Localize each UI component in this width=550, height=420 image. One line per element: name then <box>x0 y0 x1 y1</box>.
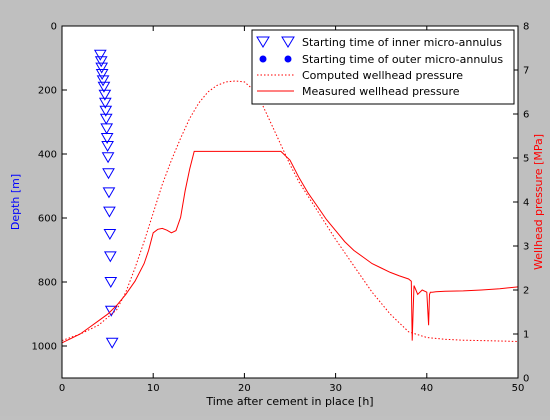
inner-annulus-marker <box>101 141 114 152</box>
y-right-tick-label: 0 <box>523 374 529 385</box>
inner-annulus-marker <box>95 69 109 80</box>
y-left-tick-label: 400 <box>38 150 57 161</box>
y-left-tick-label: 800 <box>38 278 57 289</box>
inner-annulus-marker <box>104 305 118 317</box>
y-right-tick-label: 8 <box>523 22 529 33</box>
x-tick-label: 40 <box>420 383 433 394</box>
y-left-tick-label: 1000 <box>32 342 57 353</box>
inner-annulus-marker <box>101 152 115 164</box>
measured-pressure-line <box>61 150 519 344</box>
inner-annulus-marker <box>93 49 107 61</box>
legend-entry-inner: Starting time of inner micro-annulus <box>256 36 502 49</box>
inner-annulus-marker <box>98 97 112 109</box>
legend-outer-label: Starting time of outer micro-annulus <box>302 53 503 66</box>
y-right-tick-label: 2 <box>523 286 529 297</box>
legend-box <box>251 29 515 105</box>
inner-annulus-marker <box>99 105 113 117</box>
y-left-tick-label: 0 <box>51 22 57 33</box>
y-axis-label-left: Depth [m] <box>9 174 22 230</box>
y-left-tick-label: 200 <box>38 86 57 97</box>
y-right-tick-label: 4 <box>523 198 529 209</box>
inner-annulus-marker <box>104 277 118 288</box>
inner-annulus-marker <box>97 81 111 93</box>
inner-annulus-marker <box>95 62 109 74</box>
y-right-tick-label: 1 <box>523 330 529 341</box>
inner-annulus-marker <box>99 113 113 125</box>
legend: Starting time of inner micro-annulus Sta… <box>251 29 515 105</box>
inner-annulus-marker <box>102 187 116 199</box>
y-right-tick-label: 6 <box>523 110 529 121</box>
inner-annulus-marker <box>102 168 115 180</box>
y-right-tick-label: 7 <box>523 66 529 77</box>
inner-annulus-marker <box>103 229 117 240</box>
x-tick-label: 10 <box>147 383 160 394</box>
inner-annulus-marker <box>100 123 114 135</box>
legend-inner-marker-1 <box>256 36 270 48</box>
legend-measured-label: Measured wellhead pressure <box>302 85 460 98</box>
x-tick-label: 30 <box>329 383 342 394</box>
inner-annulus-marker <box>100 133 114 144</box>
inner-annulus-marker <box>103 206 116 218</box>
x-tick-label: 0 <box>59 383 65 394</box>
inner-annulus-marker <box>98 89 112 101</box>
inner-annulus-marker <box>94 56 108 68</box>
x-axis-label: Time after cement in place [h] <box>205 395 373 408</box>
x-tick-label: 50 <box>512 383 525 394</box>
legend-outer-marker-2 <box>284 55 292 63</box>
legend-outer-marker-1 <box>259 55 267 63</box>
legend-entry-outer: Starting time of outer micro-annulus <box>259 53 503 66</box>
y-right-tick-label: 3 <box>523 242 529 253</box>
inner-annulus-marker <box>105 337 119 349</box>
inner-annulus-marker <box>103 251 117 263</box>
y-right-tick-label: 5 <box>523 154 529 165</box>
inner-annulus-marker <box>96 75 110 87</box>
legend-computed-label: Computed wellhead pressure <box>302 69 463 82</box>
y-axis-label-right: Wellhead pressure [MPa] <box>532 134 545 270</box>
x-tick-label: 20 <box>238 383 251 394</box>
legend-entry-measured: Measured wellhead pressure <box>257 85 460 98</box>
legend-entry-computed: Computed wellhead pressure <box>257 69 463 82</box>
legend-inner-marker-2 <box>281 36 295 48</box>
y-left-tick-label: 600 <box>38 214 57 225</box>
legend-inner-label: Starting time of inner micro-annulus <box>302 36 502 49</box>
